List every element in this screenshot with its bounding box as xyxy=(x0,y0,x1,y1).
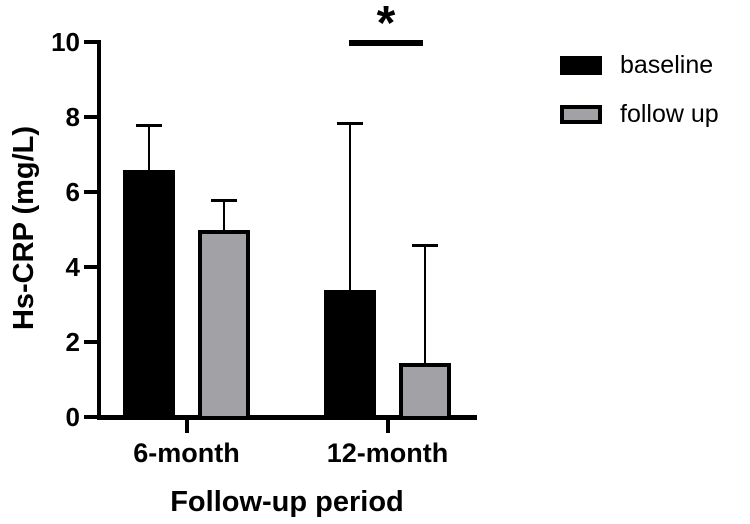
y-axis-title: Hs-CRP (mg/L) xyxy=(8,125,40,331)
legend-swatch-follow-up xyxy=(560,105,602,124)
bar-follow-up-6-month xyxy=(198,229,250,420)
bar-follow-up-12-month xyxy=(399,362,451,420)
significance-asterisk: * xyxy=(376,0,396,50)
error-bar-cap xyxy=(211,198,237,202)
error-bar-line xyxy=(349,122,351,292)
error-bar-cap xyxy=(136,123,162,127)
x-tick-mark xyxy=(184,420,189,433)
y-tick-mark xyxy=(84,340,97,344)
significance-bracket-line xyxy=(349,40,423,46)
legend-swatch-baseline xyxy=(560,56,602,75)
error-bar-line xyxy=(148,124,150,172)
x-axis-title: Follow-up period xyxy=(170,486,404,518)
y-axis-line xyxy=(97,40,101,420)
x-axis-line xyxy=(97,415,477,420)
error-bar-cap xyxy=(412,243,438,247)
y-tick-mark xyxy=(84,190,97,194)
y-tick-label: 4 xyxy=(65,252,80,282)
bar-baseline-12-month xyxy=(324,289,376,420)
y-tick-mark xyxy=(84,115,97,119)
legend-label-baseline: baseline xyxy=(620,51,714,79)
y-tick-label: 10 xyxy=(51,27,80,57)
y-tick-label: 0 xyxy=(65,402,80,432)
x-tick-mark xyxy=(385,420,390,433)
y-tick-label: 2 xyxy=(65,327,80,357)
y-tick-label: 6 xyxy=(65,177,80,207)
error-bar-cap xyxy=(337,121,363,125)
error-bar-line xyxy=(424,244,426,365)
x-category-label: 12-month xyxy=(326,438,449,468)
error-bar-line xyxy=(223,199,225,232)
bar-baseline-6-month xyxy=(123,169,175,420)
y-tick-mark xyxy=(84,415,97,419)
legend-label-follow-up: follow up xyxy=(620,100,719,128)
y-tick-label: 8 xyxy=(65,102,80,132)
y-tick-mark xyxy=(84,265,97,269)
y-tick-mark xyxy=(84,40,97,44)
x-category-label: 6-month xyxy=(133,438,240,468)
